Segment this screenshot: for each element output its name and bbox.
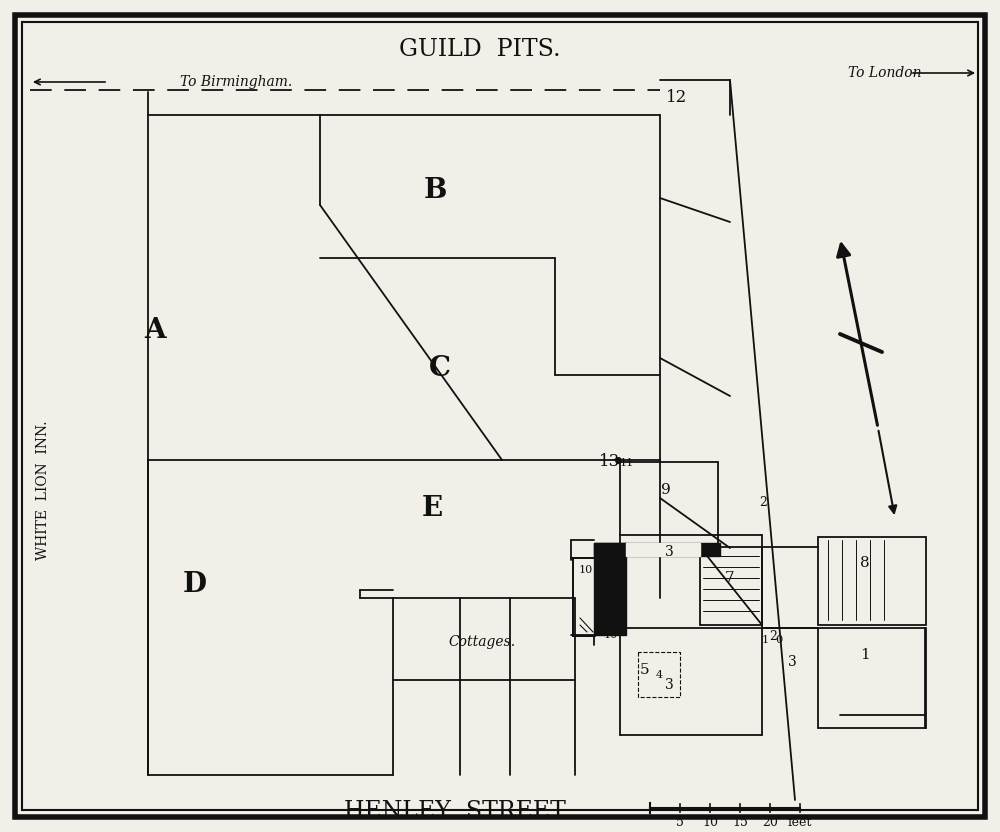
Text: C: C: [429, 354, 451, 382]
Text: 8: 8: [860, 556, 870, 570]
Text: 5: 5: [640, 663, 650, 677]
Text: 3: 3: [788, 655, 796, 669]
Text: To Birmingham.: To Birmingham.: [180, 75, 292, 89]
Text: A: A: [144, 316, 166, 344]
Text: 1  0: 1 0: [762, 635, 784, 645]
Text: 3: 3: [665, 545, 673, 559]
Text: 20: 20: [762, 815, 778, 829]
Text: 2: 2: [759, 497, 767, 509]
Text: GUILD  PITS.: GUILD PITS.: [399, 38, 561, 62]
Text: 2: 2: [769, 631, 777, 643]
Bar: [818, 537, 926, 625]
Text: 9: 9: [661, 483, 671, 497]
Text: 15: 15: [732, 815, 748, 829]
Text: WHITE  LION  INN.: WHITE LION INN.: [36, 420, 50, 560]
Text: D: D: [183, 572, 207, 598]
Polygon shape: [594, 543, 720, 556]
Text: 3: 3: [665, 678, 673, 692]
Text: HENLEY  STREET: HENLEY STREET: [344, 800, 566, 824]
Text: 6: 6: [593, 585, 603, 599]
Text: 7: 7: [725, 571, 735, 585]
Text: To London: To London: [848, 66, 922, 80]
Text: 10: 10: [579, 565, 593, 575]
Text: 5: 5: [676, 815, 684, 829]
Text: 10: 10: [604, 565, 618, 575]
Text: 11: 11: [620, 458, 634, 468]
Text: 10: 10: [702, 815, 718, 829]
Text: 10: 10: [604, 630, 618, 640]
Polygon shape: [594, 543, 626, 635]
Text: Cottages.: Cottages.: [448, 635, 516, 649]
Text: 12: 12: [666, 90, 688, 106]
Bar: [818, 628, 926, 728]
Text: 1: 1: [860, 648, 870, 662]
Text: 13: 13: [599, 453, 621, 471]
Polygon shape: [626, 543, 700, 556]
Bar: [573, 558, 595, 636]
Text: B: B: [423, 176, 447, 204]
Text: 4: 4: [655, 670, 663, 680]
Text: feet: feet: [788, 815, 812, 829]
Text: E: E: [421, 494, 443, 522]
